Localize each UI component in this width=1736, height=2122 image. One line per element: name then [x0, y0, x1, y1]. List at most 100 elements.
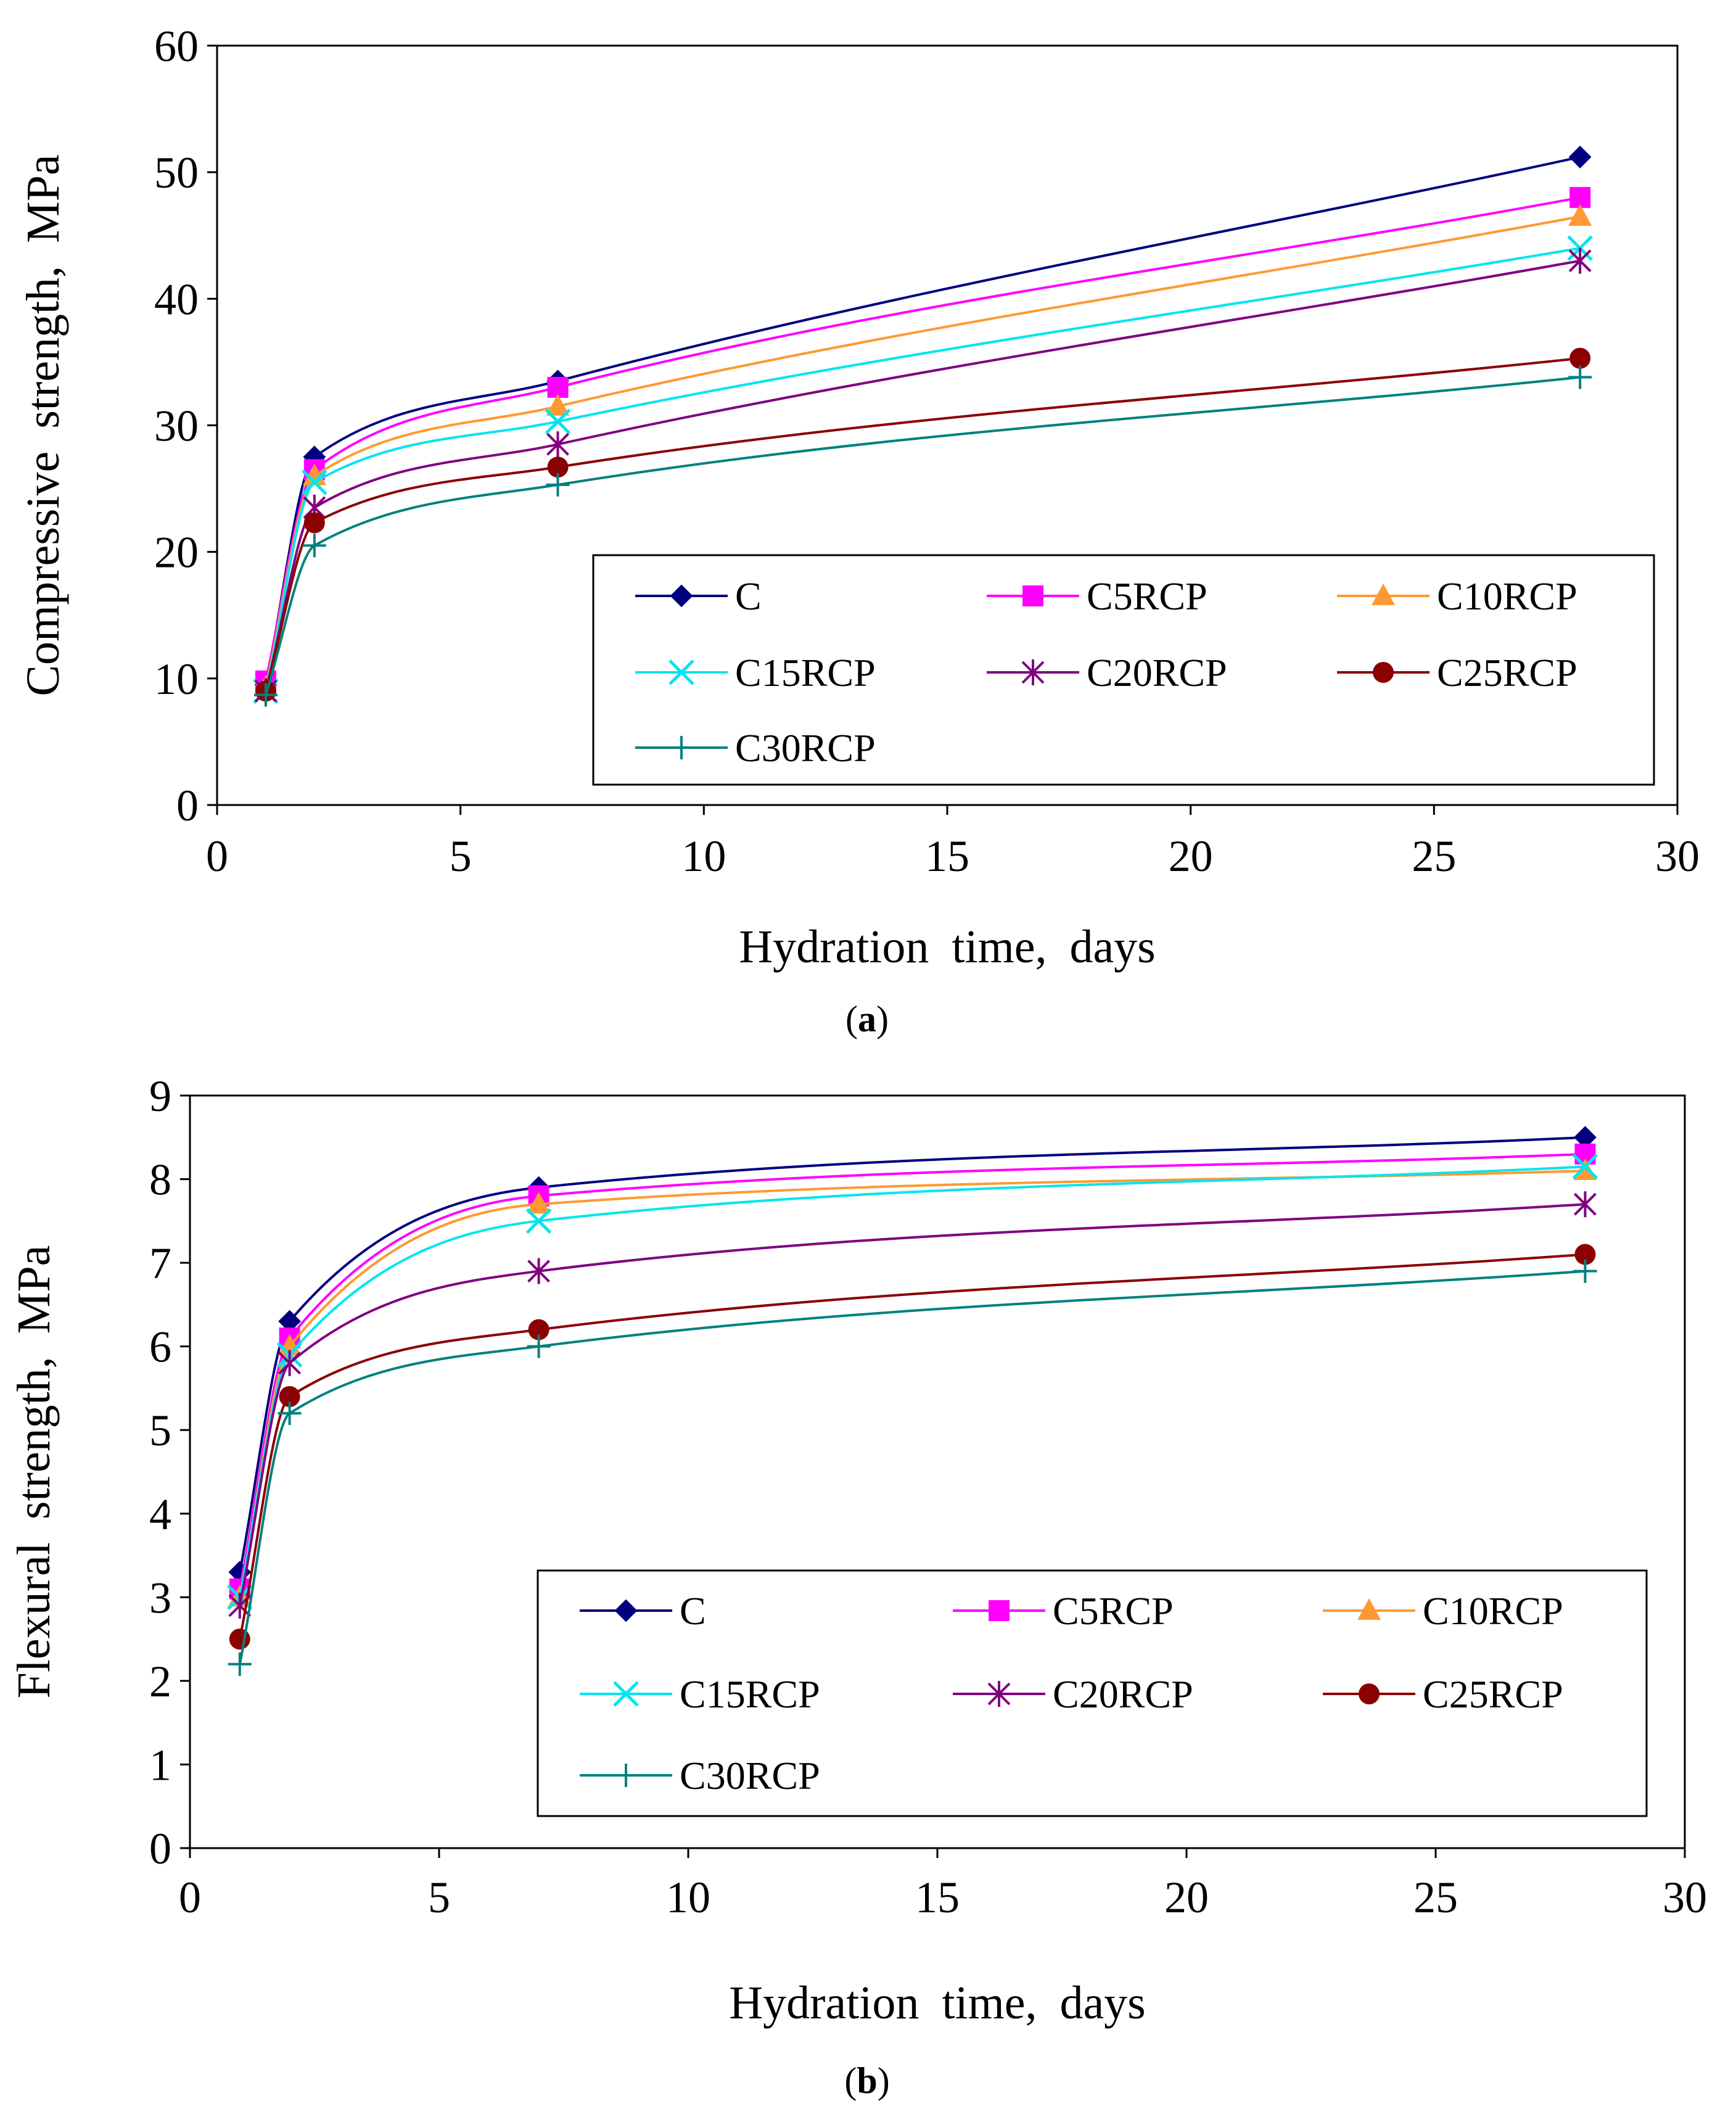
legend-marker [1357, 1598, 1381, 1620]
data-point [546, 394, 570, 416]
y-tick-label: 5 [149, 1406, 171, 1455]
legend-label: C20RCP [1053, 1672, 1193, 1716]
y-tick-label: 2 [149, 1657, 171, 1706]
legend-marker [989, 1600, 1010, 1621]
series-C30RCP [228, 1259, 1597, 1676]
x-tick-label: 5 [428, 1873, 450, 1922]
series-line [238, 1152, 1586, 1590]
data-point [1569, 347, 1591, 369]
legend-marker [1372, 584, 1395, 605]
legend-label: C30RCP [735, 726, 876, 770]
legend-label: C15RCP [735, 651, 876, 695]
data-point [229, 1629, 250, 1650]
legend-box [537, 1569, 1648, 1817]
data-point [1568, 247, 1592, 274]
legend-marker [668, 659, 694, 685]
data-point [527, 1192, 551, 1214]
data-point [1568, 146, 1592, 168]
series-line [238, 1136, 1586, 1573]
x-tick-label: 0 [206, 832, 228, 881]
y-tick-label: 1 [149, 1740, 171, 1790]
x-tick-label: 25 [1412, 832, 1456, 881]
legend-label: C25RCP [1423, 1672, 1563, 1716]
x-tick-label: 10 [681, 832, 726, 881]
y-tick-label: 0 [176, 781, 199, 830]
legend-item-C: C [635, 574, 762, 618]
legend-item-C5RCP: C5RCP [987, 574, 1207, 618]
data-point [1572, 1154, 1598, 1179]
legend-item-C10RCP: C10RCP [1337, 574, 1578, 618]
data-point [302, 469, 327, 495]
series-line [238, 1203, 1586, 1606]
legend-label: C25RCP [1437, 651, 1578, 695]
y-tick-label: 40 [154, 275, 199, 324]
y-tick-label: 9 [149, 1071, 171, 1121]
data-point [527, 1334, 551, 1358]
x-axis-title: Hydration time, days [729, 1977, 1146, 2029]
data-point [1573, 1191, 1597, 1218]
data-point [278, 1350, 302, 1376]
data-point [1568, 365, 1592, 389]
legend-item-C: C [580, 1589, 706, 1633]
data-point [546, 431, 569, 458]
legend-marker [670, 584, 693, 608]
x-tick-label: 20 [1169, 832, 1213, 881]
y-tick-label: 60 [154, 22, 199, 71]
data-point [278, 1402, 302, 1426]
chart-panel-b: 0 1 2 3 4 5 6 7 8 9 0 5 10 15 20 25 30 Hydration time, da… [8, 1071, 1707, 2101]
legend-item-C30RCP: C30RCP [635, 726, 876, 770]
y-tick-label: 30 [154, 402, 199, 451]
legend: C C5RCP C10RCP C15RCP C20RCP C25RCP C30RCP [537, 1569, 1648, 1817]
legend-item-C25RCP: C25RCP [1337, 651, 1578, 695]
legend-marker [1359, 1683, 1380, 1704]
x-tick-label: 25 [1413, 1873, 1458, 1922]
legend-marker [1022, 585, 1043, 606]
legend-box [592, 554, 1655, 786]
legend-label: C [680, 1589, 706, 1633]
data-point [545, 408, 571, 435]
data-point [1574, 1244, 1596, 1265]
y-tick-label: 3 [149, 1573, 171, 1622]
y-tick-label: 8 [149, 1155, 171, 1205]
series-C30RCP [253, 365, 1592, 707]
x-tick-label: 20 [1164, 1873, 1209, 1922]
legend-marker [613, 1681, 639, 1707]
x-tick-label: 30 [1663, 1873, 1707, 1922]
legend-label: C5RCP [1053, 1589, 1174, 1633]
data-point [1573, 1259, 1597, 1283]
x-axis-title: Hydration time, days [739, 921, 1156, 973]
series-C25RCP [229, 1244, 1596, 1650]
legend-label: C [735, 574, 762, 618]
legend-item-C20RCP: C20RCP [987, 651, 1227, 695]
legend-item-C20RCP: C20RCP [953, 1672, 1193, 1716]
legend-marker [614, 1599, 638, 1622]
x-tick-label: 10 [666, 1873, 710, 1922]
legend-label: C15RCP [680, 1672, 820, 1716]
y-tick-label: 6 [149, 1323, 171, 1372]
y-axis-title: Flexural strength, MPa [8, 1245, 60, 1699]
legend-item-C10RCP: C10RCP [1323, 1589, 1563, 1633]
x-tick-label: 5 [450, 832, 472, 881]
series-C20RCP [228, 1191, 1597, 1619]
data-point [228, 1652, 252, 1676]
series-line [238, 1165, 1586, 1598]
legend-item-C15RCP: C15RCP [635, 651, 876, 695]
data-point [546, 473, 570, 497]
legend-marker [987, 1681, 1011, 1707]
series-line [238, 1170, 1586, 1598]
data-point [303, 512, 325, 534]
legend-marker [1021, 659, 1045, 685]
chart-panel-a: 0 10 20 30 40 50 60 0 5 10 15 20 25 30 Hydration time,… [17, 22, 1700, 1039]
data-point [525, 1208, 552, 1234]
x-tick-label: 15 [915, 1873, 960, 1922]
legend: C C5RCP C10RCP C15RCP C20RCP C25RCP C30RCP [592, 554, 1655, 786]
data-point [253, 683, 278, 707]
legend-marker [614, 1764, 638, 1787]
y-tick-label: 4 [149, 1490, 171, 1539]
legend-label: C10RCP [1437, 574, 1578, 618]
y-axis-title: Compressive strength, MPa [17, 154, 69, 696]
legend-item-C15RCP: C15RCP [580, 1672, 820, 1716]
y-tick-label: 10 [154, 654, 199, 704]
legend-label: C10RCP [1423, 1589, 1563, 1633]
